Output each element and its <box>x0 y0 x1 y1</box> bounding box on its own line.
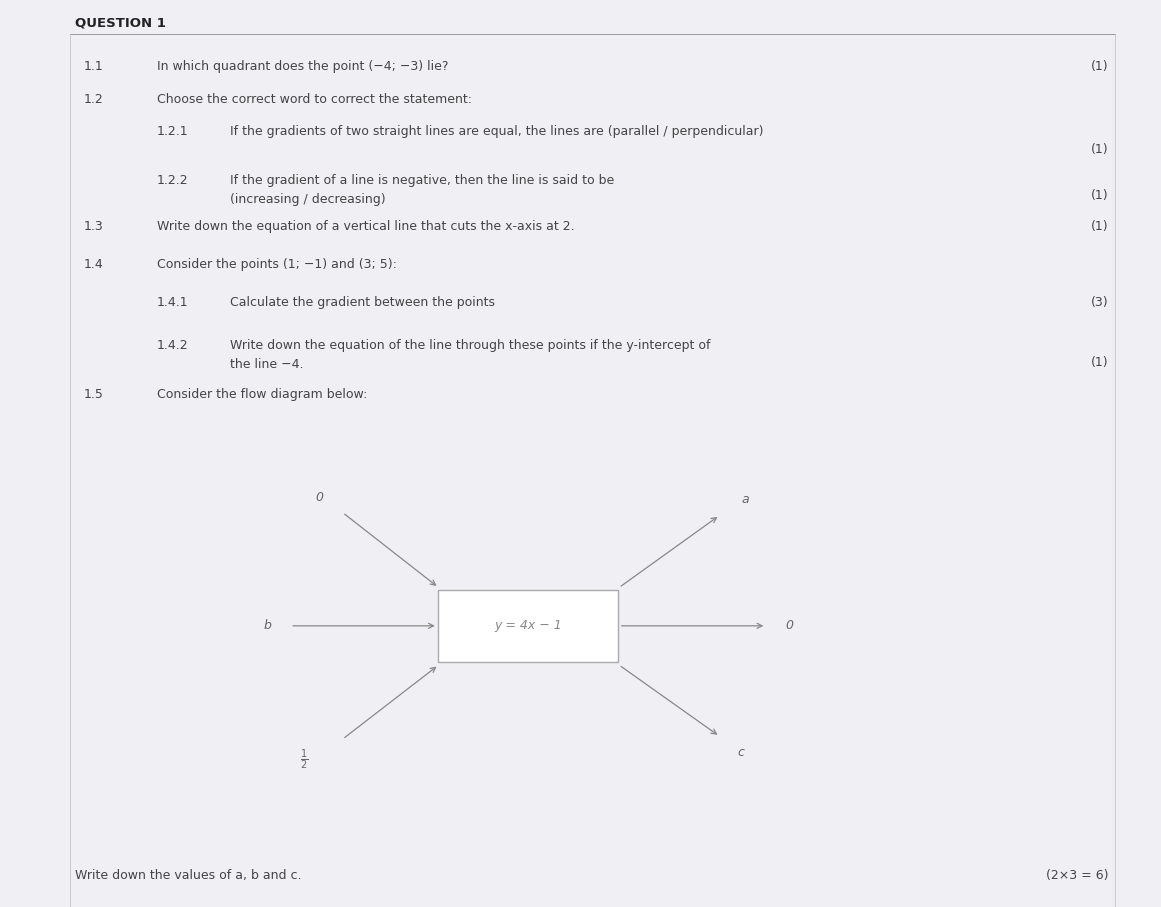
Text: 0: 0 <box>786 619 793 632</box>
Text: (1): (1) <box>1091 220 1109 233</box>
Text: 1.4: 1.4 <box>84 258 103 271</box>
Text: b: b <box>264 619 271 632</box>
Text: 1.2.2: 1.2.2 <box>157 174 188 187</box>
Text: 1.1: 1.1 <box>84 60 103 73</box>
Text: (1): (1) <box>1091 356 1109 368</box>
Text: Write down the values of a, b and c.: Write down the values of a, b and c. <box>75 869 302 882</box>
Text: 0: 0 <box>316 491 323 503</box>
Text: 1.3: 1.3 <box>84 220 103 233</box>
Text: a: a <box>742 493 749 506</box>
Text: Consider the points (1; −1) and (3; 5):: Consider the points (1; −1) and (3; 5): <box>157 258 397 271</box>
Text: Write down the equation of a vertical line that cuts the x-axis at 2.: Write down the equation of a vertical li… <box>157 220 575 233</box>
Text: Write down the equation of the line through these points if the y-intercept of
t: Write down the equation of the line thro… <box>230 339 711 371</box>
Text: If the gradient of a line is negative, then the line is said to be
(increasing /: If the gradient of a line is negative, t… <box>230 174 614 206</box>
Text: QUESTION 1: QUESTION 1 <box>75 16 166 29</box>
Text: 1.4.2: 1.4.2 <box>157 339 188 352</box>
Text: 1.5: 1.5 <box>84 388 103 401</box>
Text: In which quadrant does the point (−4; −3) lie?: In which quadrant does the point (−4; −3… <box>157 60 448 73</box>
Text: If the gradients of two straight lines are equal, the lines are (parallel / perp: If the gradients of two straight lines a… <box>230 125 764 138</box>
Text: (3): (3) <box>1091 296 1109 308</box>
Text: (1): (1) <box>1091 189 1109 201</box>
Text: c: c <box>737 746 744 759</box>
Text: (1): (1) <box>1091 143 1109 156</box>
Text: Choose the correct word to correct the statement:: Choose the correct word to correct the s… <box>157 93 471 105</box>
Text: Consider the flow diagram below:: Consider the flow diagram below: <box>157 388 367 401</box>
Text: 1.4.1: 1.4.1 <box>157 296 188 308</box>
Text: (2×3 = 6): (2×3 = 6) <box>1046 869 1109 882</box>
Text: 1.2.1: 1.2.1 <box>157 125 188 138</box>
Text: Calculate the gradient between the points: Calculate the gradient between the point… <box>230 296 495 308</box>
Text: y = 4x − 1: y = 4x − 1 <box>495 619 562 632</box>
Text: 1.2: 1.2 <box>84 93 103 105</box>
Text: $\frac{1}{2}$: $\frac{1}{2}$ <box>300 748 309 772</box>
FancyBboxPatch shape <box>439 590 618 662</box>
Text: (1): (1) <box>1091 60 1109 73</box>
